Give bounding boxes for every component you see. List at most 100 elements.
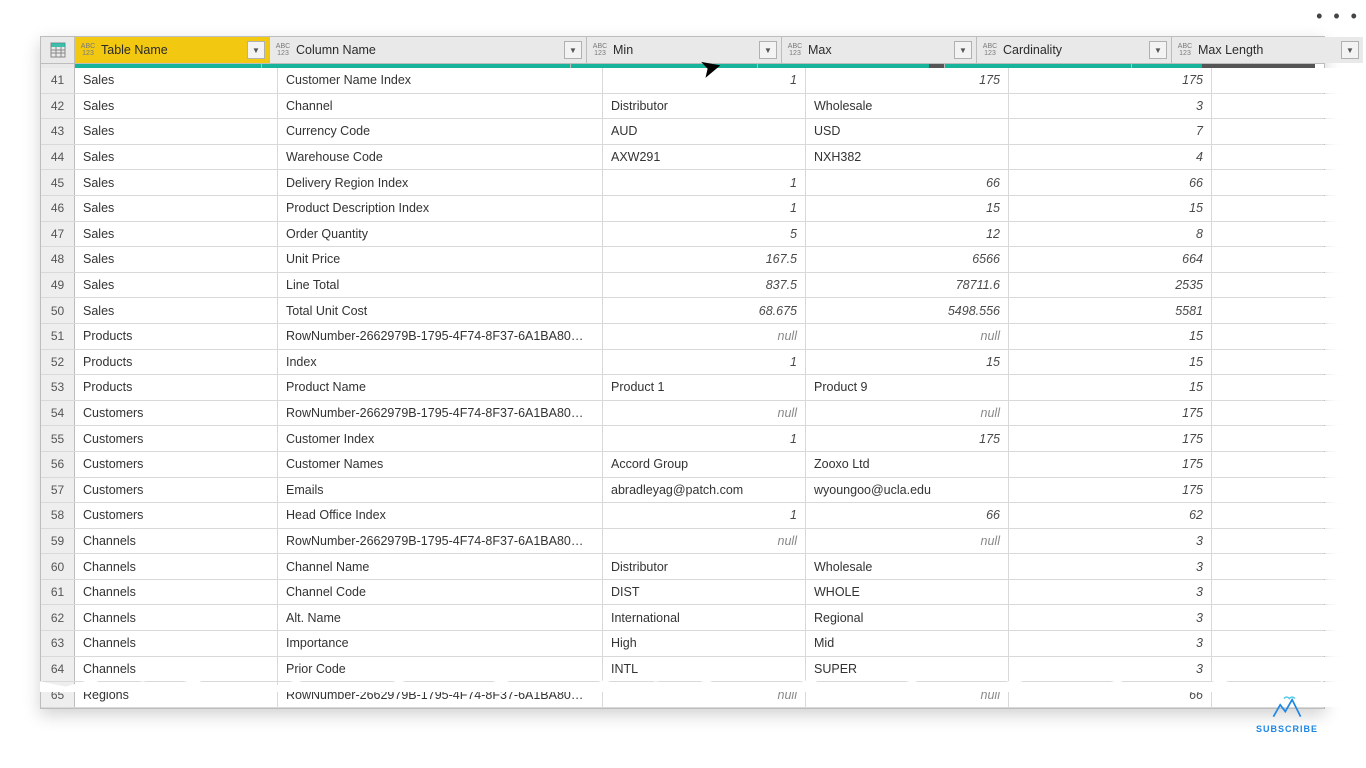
cell[interactable]: 1 [603,350,806,375]
cell[interactable]: Head Office Index [278,503,603,528]
cell[interactable]: Sales [75,273,278,298]
cell[interactable]: DIST [603,580,806,605]
cell[interactable]: 15 [806,350,1009,375]
cell[interactable]: 68.675 [603,298,806,323]
cell[interactable]: null [603,401,806,426]
cell[interactable]: Emails [278,478,603,503]
table-row[interactable]: 64ChannelsPrior CodeINTLSUPER37 [41,657,1324,683]
cell[interactable]: RowNumber-2662979B-1795-4F74-8F37-6A1BA8… [278,401,603,426]
cell[interactable]: Customer Names [278,452,603,477]
cell[interactable]: 15 [1009,350,1212,375]
cell[interactable]: null [1212,426,1366,451]
column-header-max[interactable]: ABC123Max▼ [782,37,977,63]
cell[interactable]: 175 [806,426,1009,451]
cell[interactable]: 3 [1009,605,1212,630]
table-row[interactable]: 54CustomersRowNumber-2662979B-1795-4F74-… [41,401,1324,427]
cell[interactable]: 18 [1212,452,1366,477]
cell[interactable]: Products [75,350,278,375]
cell[interactable]: 3 [1009,94,1212,119]
cell[interactable]: 3 [1009,580,1212,605]
cell[interactable]: 13 [1212,605,1366,630]
cell[interactable]: Accord Group [603,452,806,477]
cell[interactable]: Currency Code [278,119,603,144]
cell[interactable]: null [1212,298,1366,323]
cell[interactable]: 175 [1009,68,1212,93]
cell[interactable]: 6566 [806,247,1009,272]
cell[interactable]: Customers [75,478,278,503]
cell[interactable]: 15 [806,196,1009,221]
cell[interactable]: Channel Name [278,554,603,579]
cell[interactable]: 2535 [1009,273,1212,298]
cell[interactable]: 8 [1009,222,1212,247]
cell[interactable]: RowNumber-2662979B-1795-4F74-8F37-6A1BA8… [278,529,603,554]
table-row[interactable]: 45SalesDelivery Region Index16666null [41,170,1324,196]
more-menu-dots[interactable]: • • • [1316,6,1360,27]
cell[interactable]: null [1212,324,1366,349]
cell[interactable]: Channels [75,631,278,656]
cell[interactable]: 12 [806,222,1009,247]
cell[interactable]: Sales [75,222,278,247]
cell[interactable]: Unit Price [278,247,603,272]
cell[interactable]: 5581 [1009,298,1212,323]
cell[interactable]: 664 [1009,247,1212,272]
cell[interactable]: Product 9 [806,375,1009,400]
column-header-table-name[interactable]: ABC123Table Name▼ [75,37,270,63]
table-row[interactable]: 59ChannelsRowNumber-2662979B-1795-4F74-8… [41,529,1324,555]
cell[interactable]: 7 [1212,657,1366,682]
cell[interactable]: 1 [603,68,806,93]
cell[interactable]: AXW291 [603,145,806,170]
cell[interactable]: null [1212,222,1366,247]
column-filter-dropdown-icon[interactable]: ▼ [1149,41,1167,59]
cell[interactable]: Order Quantity [278,222,603,247]
cell[interactable]: null [806,324,1009,349]
column-filter-dropdown-icon[interactable]: ▼ [759,41,777,59]
cell[interactable]: 3 [1212,119,1366,144]
cell[interactable]: Distributor [603,554,806,579]
cell[interactable]: Customer Index [278,426,603,451]
table-row[interactable]: 52ProductsIndex11515null [41,350,1324,376]
column-header-min[interactable]: ABC123Min▼ [587,37,782,63]
cell[interactable]: Warehouse Code [278,145,603,170]
cell[interactable]: 11 [1212,554,1366,579]
cell[interactable]: null [1212,401,1366,426]
cell[interactable]: Sales [75,196,278,221]
cell[interactable]: wyoungoo@ucla.edu [806,478,1009,503]
datatype-any-icon[interactable]: ABC123 [79,41,97,59]
cell[interactable]: 175 [806,68,1009,93]
cell[interactable]: Alt. Name [278,605,603,630]
cell[interactable]: Customers [75,426,278,451]
table-row[interactable]: 62ChannelsAlt. NameInternationalRegional… [41,605,1324,631]
column-filter-dropdown-icon[interactable]: ▼ [954,41,972,59]
cell[interactable]: USD [806,119,1009,144]
table-row[interactable]: 51ProductsRowNumber-2662979B-1795-4F74-8… [41,324,1324,350]
cell[interactable]: Customers [75,452,278,477]
table-corner-icon[interactable] [41,37,75,63]
cell[interactable]: null [1212,68,1366,93]
cell[interactable]: Sales [75,119,278,144]
cell[interactable]: 167.5 [603,247,806,272]
cell[interactable]: null [1212,196,1366,221]
cell[interactable]: Sales [75,94,278,119]
cell[interactable]: NXH382 [806,145,1009,170]
cell[interactable]: 3 [1009,529,1212,554]
cell[interactable]: INTL [603,657,806,682]
cell[interactable]: 66 [806,170,1009,195]
cell[interactable]: SUPER [806,657,1009,682]
datatype-any-icon[interactable]: ABC123 [274,41,292,59]
cell[interactable]: Customers [75,401,278,426]
table-row[interactable]: 41SalesCustomer Name Index1175175null [41,68,1324,94]
cell[interactable]: Sales [75,145,278,170]
cell[interactable]: Customer Name Index [278,68,603,93]
cell[interactable]: Distributor [603,94,806,119]
cell[interactable]: Regional [806,605,1009,630]
cell[interactable]: 175 [1009,401,1212,426]
table-row[interactable]: 46SalesProduct Description Index11515nul… [41,196,1324,222]
cell[interactable]: 4 [1009,145,1212,170]
table-row[interactable]: 56CustomersCustomer NamesAccord GroupZoo… [41,452,1324,478]
cell[interactable]: null [1212,273,1366,298]
column-header-cardinality[interactable]: ABC123Cardinality▼ [977,37,1172,63]
table-row[interactable]: 58CustomersHead Office Index16662null [41,503,1324,529]
cell[interactable]: 66 [806,503,1009,528]
cell[interactable]: null [1212,529,1366,554]
cell[interactable]: 10 [1212,375,1366,400]
